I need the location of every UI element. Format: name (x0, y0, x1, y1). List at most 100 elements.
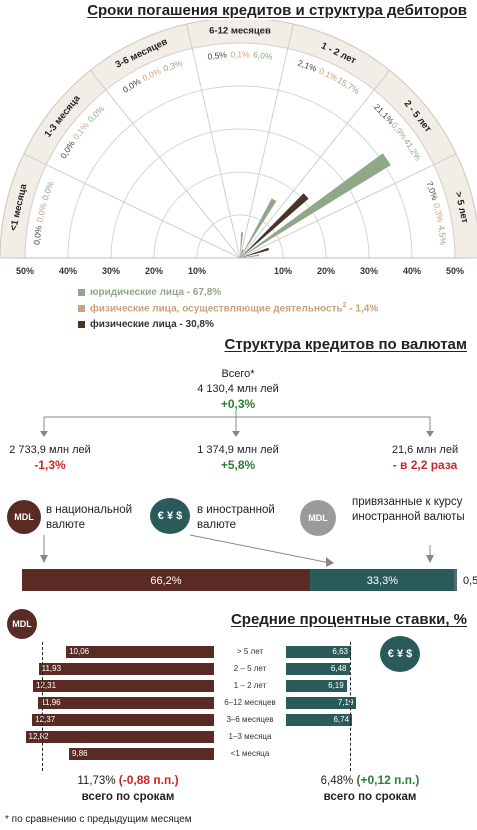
polar-bar (240, 247, 270, 258)
mdl-rate-bar: 9,86 (69, 748, 214, 760)
sector-divider (239, 70, 391, 259)
rate-category-label: 1–3 месяца (228, 732, 272, 741)
axis-tick-label: 10% (274, 266, 292, 276)
value-label: 0,5% (207, 49, 228, 61)
rate-category-label: 1 – 2 лет (233, 681, 267, 690)
segment-label: 66,2% (150, 575, 181, 587)
value-label: 0,1% (230, 49, 250, 59)
axis-tick-label: 50% (16, 266, 34, 276)
segment-label: 33,3% (367, 575, 398, 587)
polar-bar (240, 255, 244, 258)
mdl-average-line (41, 642, 43, 771)
legend-swatch (78, 288, 85, 296)
currency-coins-icon: € ¥ $ (150, 498, 190, 534)
category-label: 6-12 месяцев (209, 26, 271, 37)
rate-category-label: 6–12 месяцев (224, 698, 276, 707)
fx-rate-bar: 6,74 (286, 714, 353, 726)
value-label: 0,1% (71, 120, 91, 142)
legend-label: физические лица - 30,8% (90, 318, 214, 330)
pegged-loans-block: 21,6 млн лей - в 2,2 раза (375, 443, 475, 473)
rate-category-label: <1 месяца (230, 749, 270, 758)
fx-loans-change: +5,8% (220, 458, 256, 472)
value-label: 0,0% (31, 225, 43, 246)
value-label: 0,0% (121, 76, 143, 95)
fx-average-line (349, 642, 351, 771)
pegged-loans-value: 21,6 млн лей (391, 444, 459, 456)
mdl-loans-value: 2 733,9 млн лей (9, 444, 91, 456)
axis-tick-label: 30% (102, 266, 120, 276)
legend-label: юридические лица - 67,8% (90, 286, 222, 298)
value-label: 6,0% (253, 49, 274, 61)
mdl-rate-coin-icon: MDL (7, 609, 37, 639)
value-label: 0,0% (86, 103, 107, 124)
segment-label: 0,5% (463, 575, 477, 587)
fx-rate-change: (+0,12 п.п.) (356, 773, 420, 787)
grid-ring (110, 128, 370, 259)
value-label: 2,1% (296, 58, 318, 74)
rate-category-label: 2 – 5 лет (233, 664, 267, 673)
mdl-rate-bar: 12,37 (32, 714, 214, 726)
grid-ring (67, 85, 413, 259)
polar-bar (240, 198, 277, 258)
value-label: 4,5% (436, 225, 448, 246)
total-loans-block: Всего* 4 130,4 млн лей +0,3% (188, 367, 288, 412)
legend-label: физические лица, осуществляющие деятельн… (90, 301, 379, 315)
mdl-rate-bar: 12,82 (25, 731, 214, 743)
axis-tick-label: 20% (317, 266, 335, 276)
currency-connectors (40, 410, 434, 567)
mdl-rate-total: 11,73% (-0,88 п.п.) всего по срокам (58, 772, 198, 805)
mdl-rate-bar: 11,96 (38, 697, 214, 709)
fx-loans-value: 1 374,9 млн лей (197, 444, 279, 456)
interest-rates-title: Средние процентные ставки, % (230, 611, 467, 628)
sector-divider (239, 153, 457, 259)
mdl-rate-bar: 11,93 (38, 663, 214, 675)
mdl-loans-change: -1,3% (34, 458, 66, 472)
maturity-polar-chart: 0,0%0,0%0,0%0,0%0,1%0,0%0,3%0,0%0,0%6,0%… (0, 20, 477, 276)
total-label: Всего* (221, 368, 255, 380)
axis-tick-label: 10% (188, 266, 206, 276)
fx-loans-block: 1 374,9 млн лей +5,8% (188, 443, 288, 473)
total-change: +0,3% (220, 397, 256, 411)
mdl-rate-caption: всего по срокам (81, 791, 175, 803)
mdl-loans-block: 2 733,9 млн лей -1,3% (5, 443, 95, 473)
value-label: 0,0% (40, 179, 56, 201)
mdl-rate-value: 11,73% (77, 775, 116, 787)
polar-bar (240, 232, 244, 258)
sector-divider (239, 23, 294, 259)
legend-swatch (78, 320, 85, 328)
legend-item-entrepreneurs: физические лица, осуществляющие деятельн… (78, 300, 378, 316)
axis-tick-label: 20% (145, 266, 163, 276)
footnote: * по сравнению с предыдущим месяцем (5, 814, 192, 825)
sector-divider (23, 153, 241, 259)
mdl-loans-desc: в национальной валюте (46, 504, 133, 531)
stacked-segment (309, 569, 455, 591)
sector-divider (186, 23, 241, 259)
polar-bar (240, 254, 260, 258)
grid-ring (24, 42, 456, 259)
fx-rate-bar: 7,19 (286, 697, 357, 709)
maturity-chart-title: Сроки погашения кредитов и структура деб… (87, 2, 467, 19)
pegged-loans-desc: привязанные к курсу иностранной валюты (352, 496, 465, 523)
rate-category-label: 3–6 месяцев (226, 715, 274, 724)
polar-bar (240, 193, 309, 258)
fx-loans-desc: в иностранной валюте (197, 504, 275, 531)
fx-rate-bar: 6,48 (286, 663, 350, 675)
fx-rate-coins-icon: € ¥ $ (380, 636, 420, 672)
currency-structure-title: Структура кредитов по валютам (224, 336, 468, 353)
axis-tick-label: 30% (360, 266, 378, 276)
axis-tick-label: 40% (59, 266, 77, 276)
axis-tick-label: 50% (446, 266, 464, 276)
polar-bar (240, 249, 244, 258)
fx-rate-value: 6,48% (320, 775, 354, 787)
fx-rate-total: 6,48% (+0,12 п.п.) всего по срокам (300, 772, 440, 805)
mdl-rate-change: (-0,88 п.п.) (118, 773, 179, 787)
value-label: 0,0% (34, 202, 48, 224)
pegged-coin-icon: MDL (300, 500, 336, 536)
value-label: 0,3% (432, 202, 446, 224)
axis-tick-label: 40% (403, 266, 421, 276)
mdl-rate-bar: 10,06 (66, 646, 214, 658)
stacked-segment (22, 569, 310, 591)
polar-bar (240, 153, 391, 258)
sector-divider (89, 70, 241, 259)
value-label: 0,3% (162, 58, 184, 74)
